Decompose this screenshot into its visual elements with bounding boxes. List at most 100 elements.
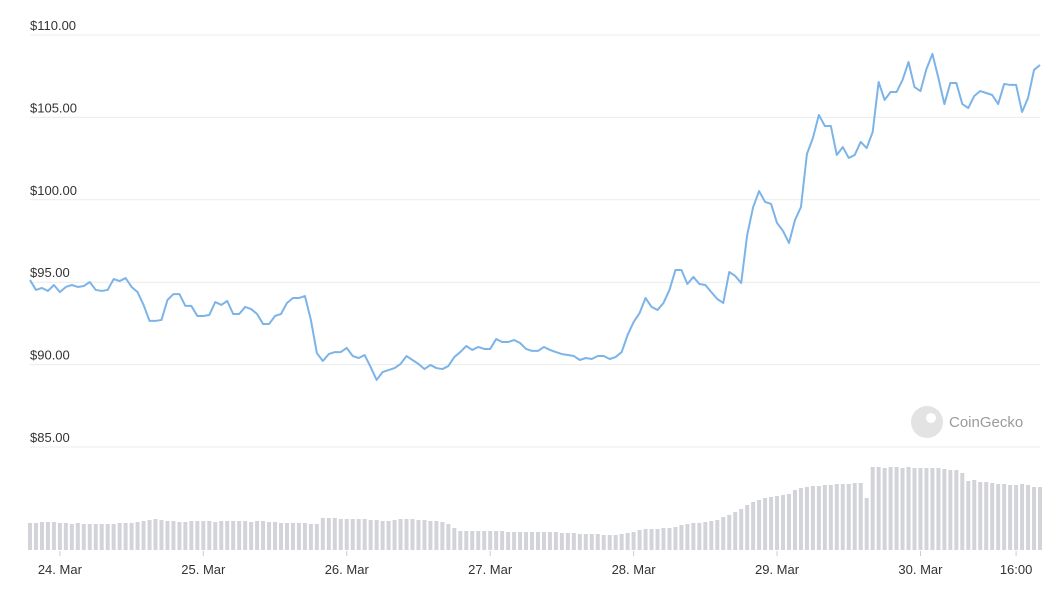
volume-bar: [924, 468, 929, 550]
volume-bar: [727, 515, 732, 550]
volume-bar: [213, 522, 218, 550]
volume-bar: [45, 522, 50, 550]
volume-bar: [392, 520, 397, 550]
volume-bar: [219, 521, 224, 550]
volume-bar: [900, 468, 905, 550]
volume-bar: [255, 521, 260, 550]
volume-bar: [649, 529, 654, 550]
volume-bar: [595, 534, 600, 550]
volume-bar: [177, 522, 182, 550]
volume-bar: [500, 531, 505, 550]
volume-bar: [769, 497, 774, 550]
x-tick-label: 30. Mar: [898, 562, 943, 577]
volume-bar: [661, 528, 666, 550]
volume-bar: [966, 481, 971, 550]
volume-bar: [93, 524, 98, 550]
volume-bar: [1008, 485, 1013, 550]
volume-bar: [261, 521, 266, 550]
volume-bar: [284, 523, 289, 550]
volume-bar: [368, 520, 373, 550]
volume-bar: [751, 502, 756, 550]
volume-bar: [709, 521, 714, 550]
volume-bar: [703, 522, 708, 550]
volume-bar: [398, 519, 403, 550]
volume-bar: [165, 521, 170, 550]
volume-bar: [834, 484, 839, 550]
volume-bar: [1002, 484, 1007, 550]
volume-bar: [201, 521, 206, 550]
volume-bar: [577, 534, 582, 550]
volume-bar: [775, 496, 780, 550]
x-tick-label: 24. Mar: [38, 562, 83, 577]
volume-bar: [39, 522, 44, 550]
volume-bar: [57, 523, 62, 550]
volume-bar: [786, 494, 791, 550]
volume-bar: [135, 522, 140, 550]
volume-bar: [1026, 485, 1031, 550]
volume-bar: [673, 527, 678, 550]
x-tick-label: 26. Mar: [325, 562, 370, 577]
volume-bar: [249, 522, 254, 550]
volume-bar: [362, 519, 367, 550]
volume-bar: [864, 498, 869, 550]
volume-bar: [715, 520, 720, 550]
watermark-logo-eye: [926, 413, 936, 423]
volume-bar: [1014, 485, 1019, 550]
volume-bar: [81, 524, 86, 550]
volume-bar: [243, 521, 248, 550]
volume-bar: [655, 529, 660, 550]
volume-bar: [667, 528, 672, 550]
x-tick-label: 27. Mar: [468, 562, 513, 577]
volume-bar: [464, 531, 469, 550]
volume-bar: [882, 468, 887, 550]
volume-bar: [828, 485, 833, 550]
x-tick-label: 25. Mar: [181, 562, 226, 577]
watermark-text: CoinGecko: [949, 414, 1023, 431]
volume-bar: [470, 531, 475, 550]
y-tick-label: $90.00: [30, 348, 70, 363]
volume-bar: [990, 483, 995, 550]
volume-bar: [99, 524, 104, 550]
volume-bar: [225, 521, 230, 550]
volume-bar: [129, 523, 134, 550]
volume-bar: [846, 484, 851, 550]
volume-bar: [296, 523, 301, 550]
y-tick-label: $110.00: [30, 18, 76, 33]
volume-bar: [290, 523, 295, 550]
volume-bar: [87, 524, 92, 550]
volume-bar: [404, 519, 409, 550]
volume-bar: [619, 534, 624, 550]
volume-bar: [948, 470, 953, 550]
volume-bar: [28, 523, 32, 550]
volume-bar: [553, 532, 558, 550]
volume-bar: [822, 485, 827, 550]
volume-bar: [541, 532, 546, 550]
volume-bar: [535, 532, 540, 550]
volume-bar: [984, 482, 989, 550]
volume-bar: [583, 534, 588, 550]
volume-bar: [679, 525, 684, 550]
volume-bar: [446, 524, 451, 550]
volume-bar: [416, 520, 421, 550]
volume-bar: [972, 480, 977, 550]
volume-bar: [111, 524, 116, 550]
volume-bar: [428, 521, 433, 550]
volume-bar: [1038, 487, 1042, 550]
volume-bar: [798, 488, 803, 550]
volume-bar: [571, 533, 576, 550]
volume-bar: [840, 484, 845, 550]
volume-bar: [852, 483, 857, 550]
volume-bar: [33, 523, 38, 550]
volume-bar: [195, 521, 200, 550]
volume-bar: [171, 521, 176, 550]
volume-bar: [745, 505, 750, 550]
volume-bar: [458, 531, 463, 550]
volume-bar: [326, 518, 331, 550]
volume-bar: [207, 521, 212, 550]
volume-bar: [386, 521, 391, 550]
y-tick-label: $105.00: [30, 100, 77, 115]
volume-bar: [810, 486, 815, 550]
volume-bar: [876, 467, 881, 550]
volume-bar: [978, 482, 983, 550]
watermark-logo: [911, 406, 943, 438]
